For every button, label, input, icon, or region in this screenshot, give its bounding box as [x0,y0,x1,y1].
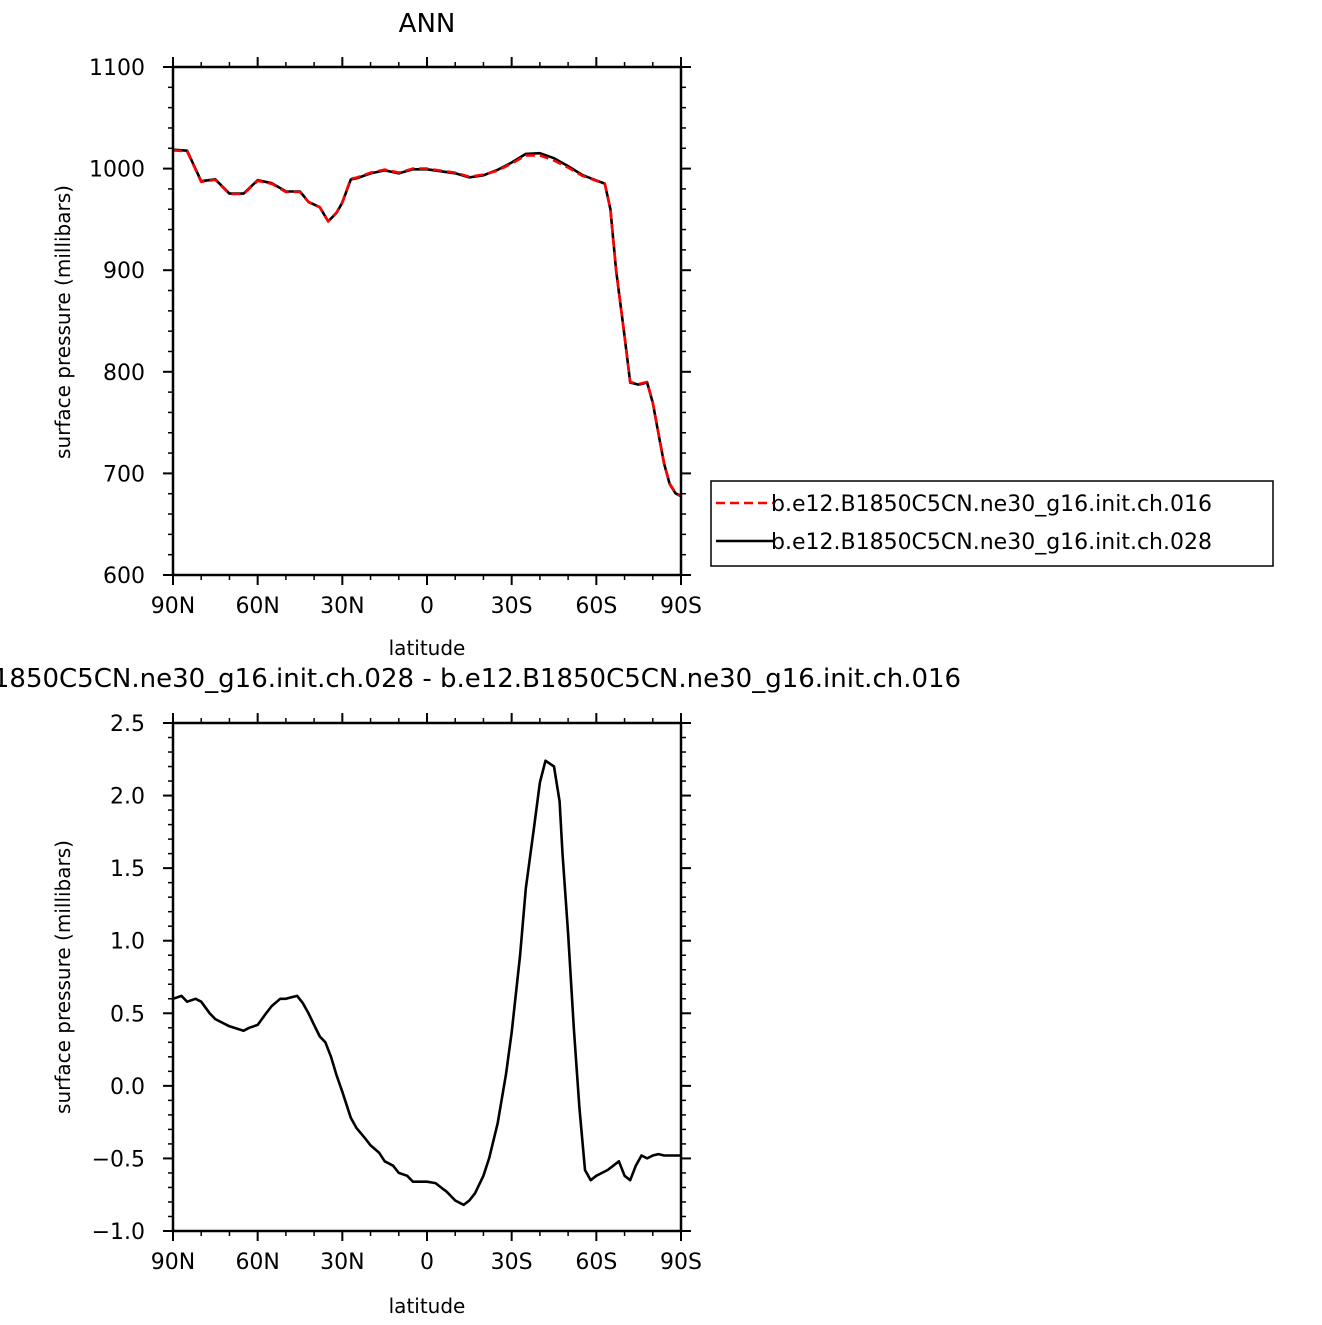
top-y-tick-label: 1000 [89,158,145,183]
bottom-series-line-0 [172,759,681,1207]
bottom-x-tick-label: 60N [235,1250,279,1275]
top-x-tick-label: 0 [420,594,434,619]
top-plot-frame [171,65,683,577]
top-x-tick-label: 90N [151,594,195,619]
top-x-tick-label: 30N [320,594,364,619]
top-x-tick-label: 30S [491,594,533,619]
legend: b.e12.B1850C5CN.ne30_g16.init.ch.016 b.e… [710,480,1274,567]
bottom-y-tick-label: −1.0 [92,1220,145,1245]
top-y-axis-label: surface pressure (millibars) [51,185,75,459]
legend-box [710,480,1274,567]
bottom-x-tick-label: 90N [151,1250,195,1275]
bottom-y-tick-label: −0.5 [92,1147,145,1172]
bottom-y-tick-label: 2.0 [110,785,145,810]
bottom-x-tick-label: 30S [491,1250,533,1275]
bottom-chart-title: b.e12.B1850C5CN.ne30_g16.init.ch.028 - b… [0,664,961,694]
bottom-x-tick-label: 90S [660,1250,702,1275]
top-y-tick-label: 600 [103,564,145,589]
top-chart-title: ANN [399,9,456,39]
top-y-tick-label: 800 [103,361,145,386]
bottom-plot-frame [171,721,683,1233]
top-y-tick-label: 900 [103,259,145,284]
bottom-x-tick-label: 30N [320,1250,364,1275]
top-x-axis-label: latitude [389,636,466,660]
bottom-x-tick-label: 0 [420,1250,434,1275]
top-y-tick-label: 700 [103,462,145,487]
bottom-y-tick-label: 1.5 [110,857,145,882]
top-series-line-0 [172,149,682,497]
top-panel: ANN 90N 60N 30N 0 30S 60S 90S 600 700 800 900 1000 1… [51,9,702,660]
bottom-y-tick-label: 2.5 [110,712,145,737]
bottom-y-axis-label: surface pressure (millibars) [51,840,75,1114]
top-series-line-1 [172,148,682,498]
legend-label-016: b.e12.B1850C5CN.ne30_g16.init.ch.016 [771,492,1212,517]
legend-label-028: b.e12.B1850C5CN.ne30_g16.init.ch.028 [771,530,1212,555]
top-x-tick-label: 60S [575,594,617,619]
top-plot-area: 90N 60N 30N 0 30S 60S 90S 600 700 800 900 1000 1100 [89,56,702,619]
top-y-tick-label: 1100 [89,56,145,81]
bottom-y-tick-label: 1.0 [110,930,145,955]
bottom-x-axis-label: latitude [389,1294,466,1318]
top-x-tick-label: 60N [235,594,279,619]
bottom-y-tick-label: 0.0 [110,1075,145,1100]
bottom-plot-area: 90N 60N 30N 0 30S 60S 90S −1.0 −0.5 0.0 0.5 1.0 1.5 2… [92,712,702,1275]
bottom-panel: b.e12.B1850C5CN.ne30_g16.init.ch.028 - b… [0,664,961,1318]
bottom-y-tick-label: 0.5 [110,1002,145,1027]
top-x-tick-label: 90S [660,594,702,619]
bottom-x-tick-label: 60S [575,1250,617,1275]
